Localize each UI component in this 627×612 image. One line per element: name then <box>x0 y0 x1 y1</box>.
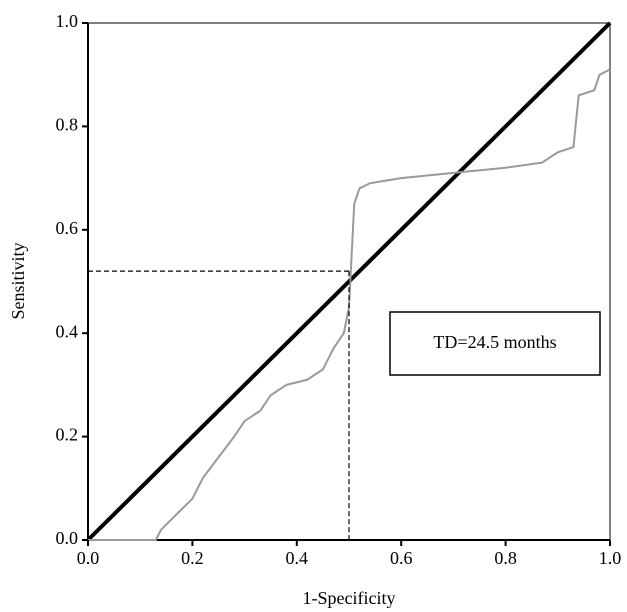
annotation: TD=24.5 months <box>433 332 556 352</box>
y-axis-label: Sensitivity <box>8 242 28 319</box>
x-tick-label: 0.6 <box>390 548 413 568</box>
series-line <box>88 68 611 541</box>
x-tick-label: 1.0 <box>599 548 622 568</box>
y-tick-label: 0.6 <box>56 218 79 238</box>
annotation-box <box>389 311 601 376</box>
x-tick-label: 0.4 <box>286 548 309 568</box>
y-tick-label: 0.4 <box>56 321 79 341</box>
x-tick-label: 0.8 <box>494 548 517 568</box>
x-tick-label: 0.2 <box>181 548 204 568</box>
y-tick-label: 0.2 <box>56 425 79 445</box>
x-axis-label: 1-Specificity <box>303 588 396 608</box>
y-tick-label: 0.0 <box>56 528 79 548</box>
y-tick-label: 1.0 <box>56 11 79 31</box>
x-tick-label: 0.0 <box>77 548 100 568</box>
y-tick-label: 0.8 <box>56 115 79 135</box>
